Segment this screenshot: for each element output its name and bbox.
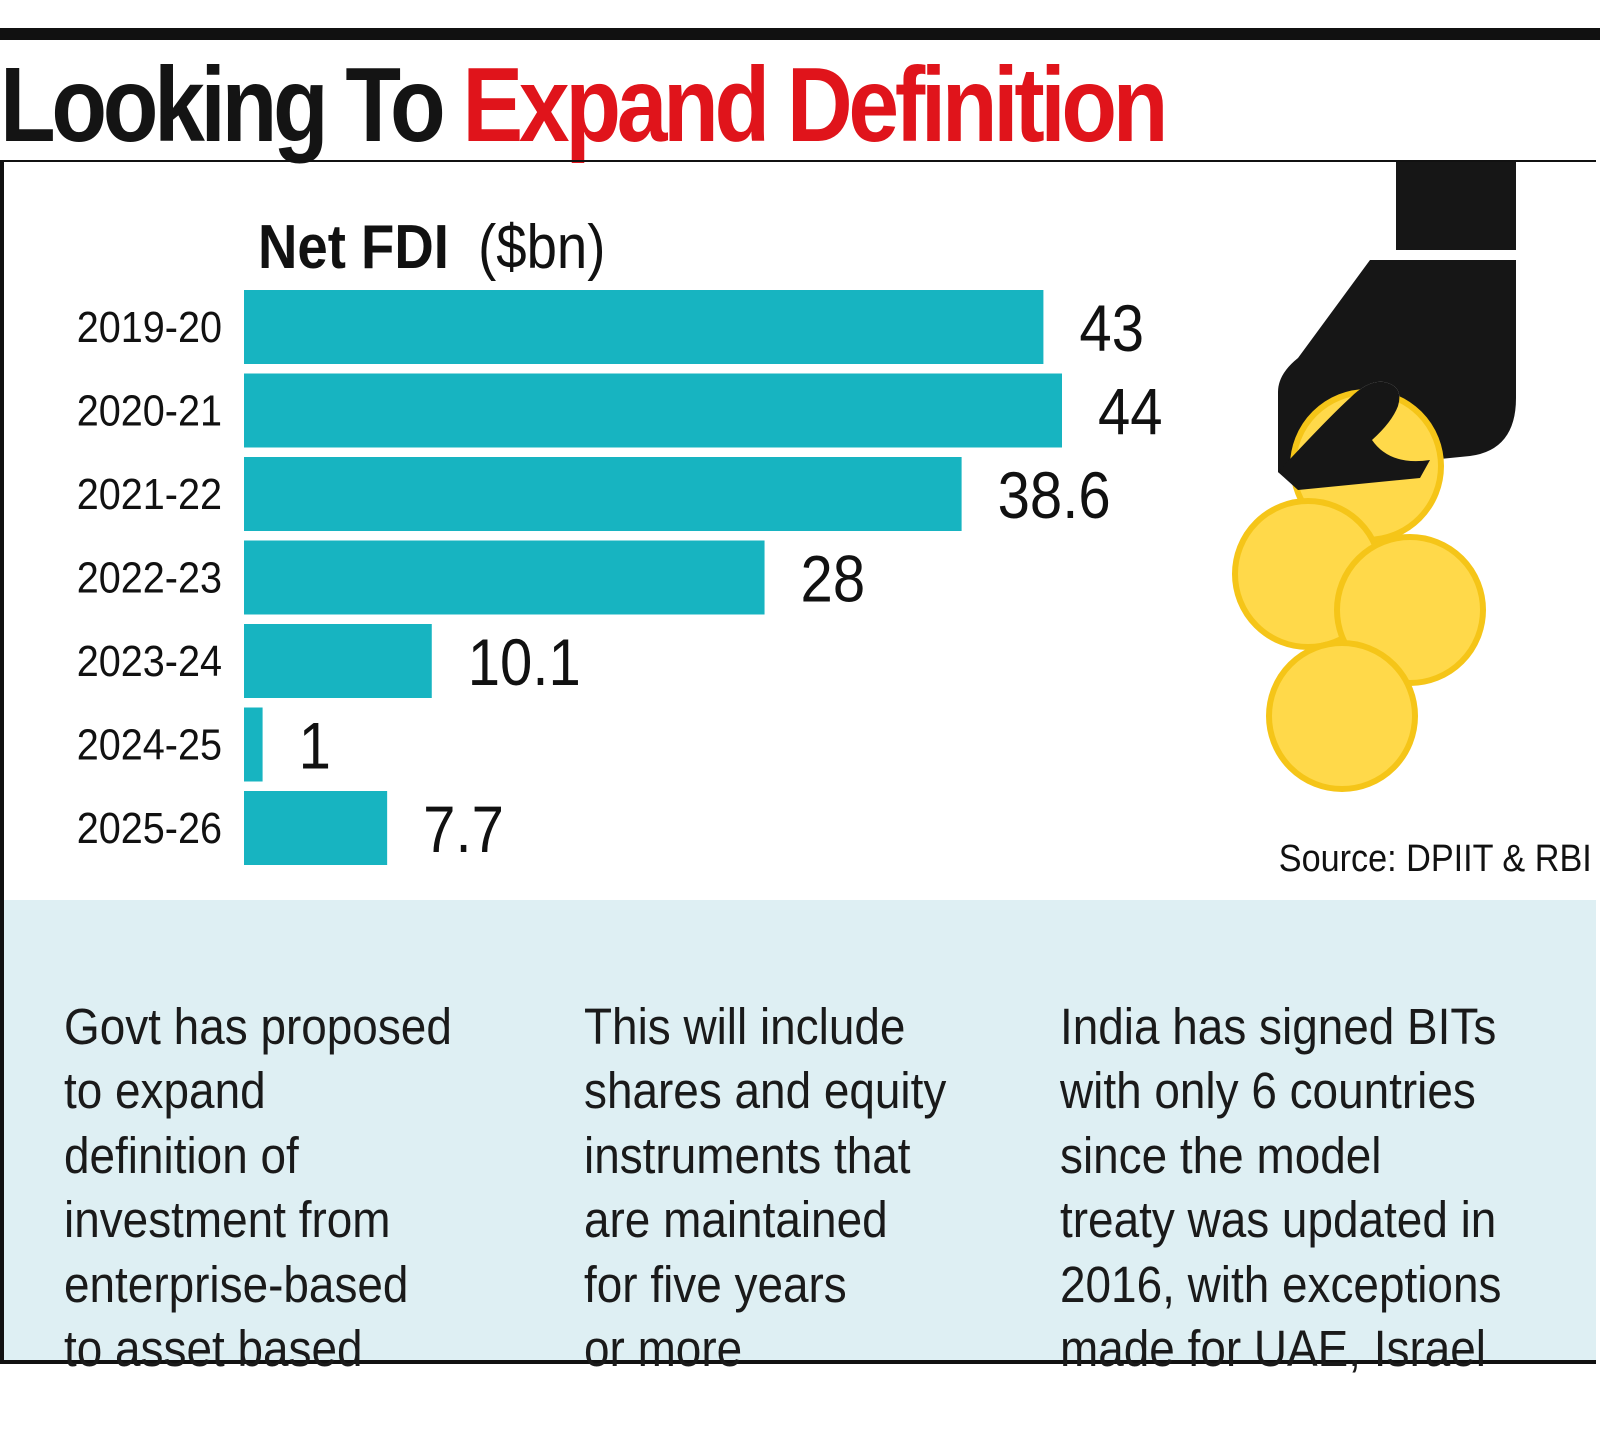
value-label: 44 bbox=[1098, 376, 1163, 449]
value-label: 1 bbox=[299, 710, 331, 783]
chart-title: Net FDI ($bn) bbox=[258, 213, 605, 282]
note-column-1: Govt has proposed to expand definition o… bbox=[4, 900, 548, 1378]
headline-part2: Expand Definition bbox=[462, 46, 1168, 164]
chart-title-main: Net FDI bbox=[258, 213, 449, 282]
bar-group: 2019-20 43 2020-21 44 2021-22 38.6 2022-23 28 20… bbox=[77, 290, 1163, 867]
category-label: 2024-25 bbox=[77, 720, 222, 769]
category-label: 2023-24 bbox=[77, 636, 222, 685]
hand-dropping-coins-illustration bbox=[1232, 162, 1516, 792]
note-text-1: Govt has proposed to expand definition o… bbox=[64, 997, 452, 1378]
bar bbox=[244, 624, 432, 698]
notes-strip: Govt has proposed to expand definition o… bbox=[4, 900, 1596, 1378]
value-label: 10.1 bbox=[468, 627, 581, 700]
bar bbox=[244, 540, 765, 615]
bar bbox=[244, 707, 263, 782]
value-label: 43 bbox=[1079, 293, 1144, 366]
source-note: Source: DPIIT & RBI bbox=[1279, 838, 1592, 880]
hand-icon bbox=[1278, 162, 1516, 488]
note-text-2: This will include shares and equity inst… bbox=[584, 997, 947, 1378]
bar bbox=[244, 791, 388, 865]
category-label: 2019-20 bbox=[77, 302, 222, 351]
category-label: 2020-21 bbox=[77, 386, 222, 435]
note-column-2: This will include shares and equity inst… bbox=[548, 900, 1028, 1378]
value-label: 28 bbox=[801, 543, 866, 616]
bar bbox=[244, 457, 962, 531]
category-label: 2021-22 bbox=[77, 469, 222, 518]
headline-part1: Looking To bbox=[0, 46, 446, 164]
headline: Looking To Expand Definition bbox=[0, 50, 1168, 160]
note-column-3: India has signed BITs with only 6 countr… bbox=[1028, 900, 1596, 1378]
category-label: 2025-26 bbox=[77, 803, 222, 852]
bar bbox=[244, 373, 1062, 448]
value-label: 7.7 bbox=[423, 794, 504, 867]
net-fdi-bar-chart: Net FDI ($bn) 2019-20 43 2020-21 44 2021-22 3… bbox=[77, 213, 1163, 867]
bar bbox=[244, 290, 1044, 364]
content-panel bbox=[0, 160, 1596, 1364]
top-rule bbox=[0, 28, 1600, 40]
category-label: 2022-23 bbox=[77, 553, 222, 602]
coin-stack bbox=[1232, 381, 1486, 792]
value-label: 38.6 bbox=[998, 460, 1111, 533]
chart-title-unit: ($bn) bbox=[478, 213, 605, 282]
note-text-3: India has signed BITs with only 6 countr… bbox=[1060, 997, 1502, 1378]
coin-icon bbox=[1266, 640, 1418, 792]
